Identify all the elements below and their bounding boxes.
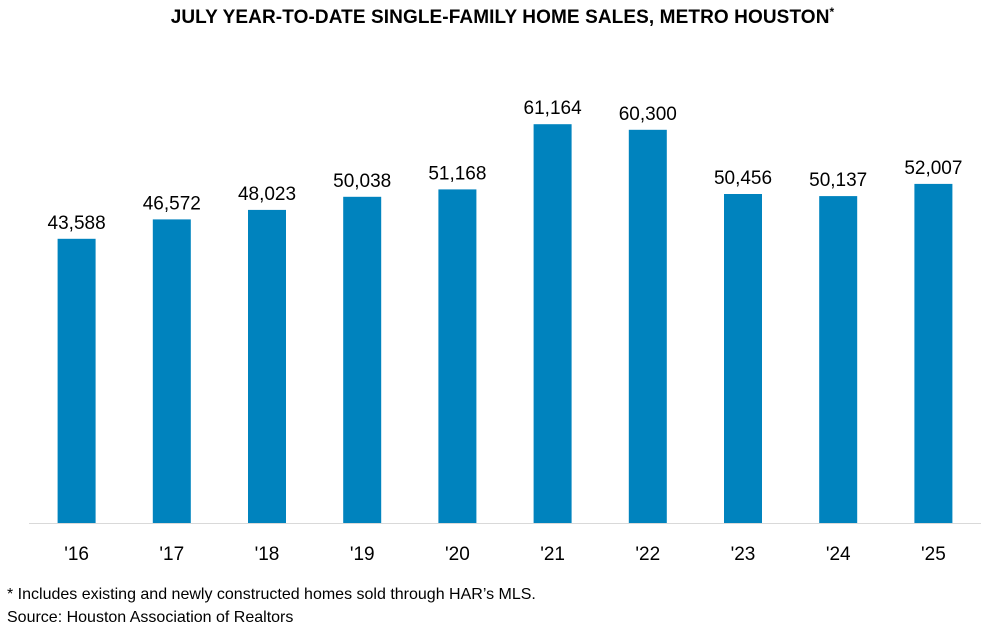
- data-label-7: 50,456: [714, 168, 772, 189]
- data-label-3: 50,038: [333, 171, 391, 192]
- data-label-6: 60,300: [619, 104, 677, 125]
- bar-6: [628, 129, 667, 524]
- x-tick-label-6: '22: [635, 544, 660, 565]
- bar-3: [343, 196, 382, 524]
- data-label-8: 50,137: [809, 170, 867, 191]
- x-tick-label-0: '16: [64, 544, 89, 565]
- footnote-note: * Includes existing and newly constructe…: [7, 586, 536, 603]
- data-label-1: 46,572: [143, 193, 201, 214]
- bar-0: [57, 238, 96, 524]
- bar-4: [438, 189, 477, 523]
- x-tick-label-8: '24: [826, 544, 851, 565]
- bar-7: [724, 194, 762, 523]
- data-label-5: 61,164: [524, 98, 583, 119]
- x-tick-label-9: '25: [921, 544, 946, 565]
- x-tick-label-4: '20: [445, 544, 470, 565]
- bar-9: [914, 183, 953, 523]
- chart-title-text: JULY YEAR-TO-DATE SINGLE-FAMILY HOME SAL…: [170, 7, 830, 28]
- bar-2: [248, 209, 286, 523]
- bar-8: [819, 196, 858, 523]
- title-footnote-marker: *: [829, 5, 835, 19]
- chart-title: JULY YEAR-TO-DATE SINGLE-FAMILY HOME SAL…: [0, 5, 1005, 29]
- data-label-9: 52,007: [904, 158, 962, 179]
- data-label-2: 48,023: [238, 184, 296, 205]
- x-tick-label-5: '21: [540, 544, 565, 565]
- x-tick-label-7: '23: [731, 544, 756, 565]
- bar-1: [152, 219, 191, 523]
- x-tick-label-1: '17: [159, 544, 184, 565]
- bar-5: [533, 124, 572, 523]
- footnote-source: Source: Houston Association of Realtors: [7, 609, 294, 626]
- data-label-4: 51,168: [428, 163, 486, 184]
- data-label-0: 43,588: [48, 213, 106, 234]
- x-tick-label-2: '18: [255, 544, 280, 565]
- x-tick-label-3: '19: [350, 544, 375, 565]
